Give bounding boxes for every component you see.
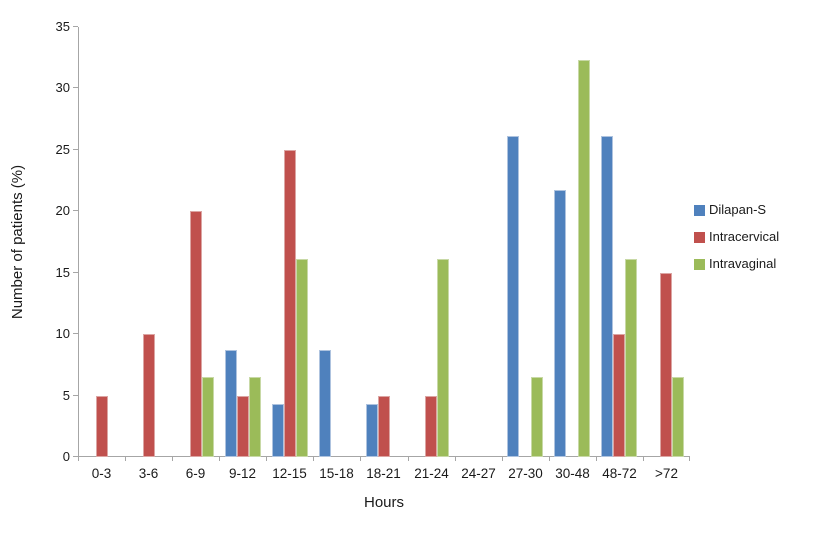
x-tick-mark xyxy=(78,457,79,461)
legend-item-intracervical: Intracervical xyxy=(694,230,779,244)
x-tick-mark xyxy=(313,457,314,461)
y-tick-label: 20 xyxy=(55,203,70,218)
x-tick-mark xyxy=(455,457,456,461)
x-category-label-24-27: 24-27 xyxy=(461,466,496,481)
bar-dilapan-s-27-30 xyxy=(507,136,519,457)
plot-area: 0 5 10 15 20 25 30 35 0-3 3-6 6-9 9-12 12-15 15-18 18… xyxy=(56,19,690,481)
x-category-label-12-15: 12-15 xyxy=(272,466,307,481)
y-tick-label: 10 xyxy=(55,326,70,341)
y-tick-label: 25 xyxy=(55,142,70,157)
x-tick-mark xyxy=(266,457,267,461)
y-tick-mark xyxy=(73,333,78,334)
y-tick-label: 5 xyxy=(62,388,70,403)
y-tick-label: 35 xyxy=(55,19,70,34)
x-category-label-15-18: 15-18 xyxy=(319,466,354,481)
bar-intravaginal-gt72 xyxy=(672,377,684,457)
x-category-label-6-9: 6-9 xyxy=(185,466,206,481)
bar-dilapan-s-15-18 xyxy=(319,350,331,457)
y-tick-mark xyxy=(73,395,78,396)
bar-intracervical-6-9 xyxy=(190,211,202,457)
x-tick-mark xyxy=(643,457,644,461)
y-axis-title: Number of patients (%) xyxy=(9,164,26,320)
bar-intracervical-9-12 xyxy=(237,396,249,457)
x-category-label-27-30: 27-30 xyxy=(508,466,543,481)
bar-intracervical-0-3 xyxy=(96,396,108,457)
bar-intravaginal-12-15 xyxy=(296,259,308,457)
y-tick-label: 0 xyxy=(62,449,70,464)
bar-intravaginal-30-48 xyxy=(578,60,590,457)
x-tick-mark xyxy=(596,457,597,461)
x-category-label-18-21: 18-21 xyxy=(366,466,401,481)
x-category-label-48-72: 48-72 xyxy=(602,466,637,481)
y-tick-label: 30 xyxy=(55,80,70,95)
y-tick-mark xyxy=(73,210,78,211)
bar-intracervical-gt72 xyxy=(660,273,672,457)
legend-label: Intravaginal xyxy=(709,256,777,271)
bar-intravaginal-27-30 xyxy=(531,377,543,457)
bar-dilapan-s-18-21 xyxy=(366,404,378,457)
bar-dilapan-s-9-12 xyxy=(225,350,237,457)
bar-intracervical-18-21 xyxy=(378,396,390,457)
y-tick-mark xyxy=(73,149,78,150)
legend-swatch-icon xyxy=(694,204,705,216)
x-axis-title: Hours xyxy=(363,494,404,511)
bar-dilapan-s-48-72 xyxy=(601,136,613,457)
x-tick-mark xyxy=(172,457,173,461)
legend-swatch-icon xyxy=(694,258,705,270)
legend-item-dilapan-s: Dilapan-S xyxy=(694,203,779,217)
legend-item-intravaginal: Intravaginal xyxy=(694,257,779,271)
y-tick-mark xyxy=(73,87,78,88)
x-tick-mark xyxy=(219,457,220,461)
legend: Dilapan-S Intracervical Intravaginal xyxy=(694,203,779,284)
x-category-label-30-48: 30-48 xyxy=(555,466,590,481)
y-tick-mark xyxy=(73,26,78,27)
x-category-label-3-6: 3-6 xyxy=(138,466,159,481)
bar-dilapan-s-30-48 xyxy=(554,190,566,457)
x-tick-mark xyxy=(360,457,361,461)
x-category-label-gt72: >72 xyxy=(655,466,678,481)
x-tick-mark xyxy=(125,457,126,461)
legend-label: Dilapan-S xyxy=(709,202,767,217)
bar-intravaginal-9-12 xyxy=(249,377,261,457)
bar-intravaginal-48-72 xyxy=(625,259,637,457)
bar-dilapan-s-12-15 xyxy=(272,404,284,457)
bar-intracervical-3-6 xyxy=(143,334,155,457)
x-tick-mark xyxy=(408,457,409,461)
bar-intracervical-21-24 xyxy=(425,396,437,457)
bar-intravaginal-6-9 xyxy=(202,377,214,457)
y-tick-label: 15 xyxy=(55,265,70,280)
x-category-label-21-24: 21-24 xyxy=(414,466,449,481)
y-tick-mark xyxy=(73,272,78,273)
legend-swatch-icon xyxy=(694,231,705,243)
x-tick-mark xyxy=(502,457,503,461)
bar-intravaginal-21-24 xyxy=(437,259,449,457)
x-category-label-0-3: 0-3 xyxy=(91,466,112,481)
bar-intracervical-48-72 xyxy=(613,334,625,457)
legend-label: Intracervical xyxy=(709,229,780,244)
x-tick-mark xyxy=(689,457,690,461)
x-category-label-9-12: 9-12 xyxy=(228,466,257,481)
x-tick-mark xyxy=(549,457,550,461)
y-axis-line xyxy=(78,27,79,457)
y-tick-mark xyxy=(73,456,78,457)
bar-intracervical-12-15 xyxy=(284,150,296,457)
